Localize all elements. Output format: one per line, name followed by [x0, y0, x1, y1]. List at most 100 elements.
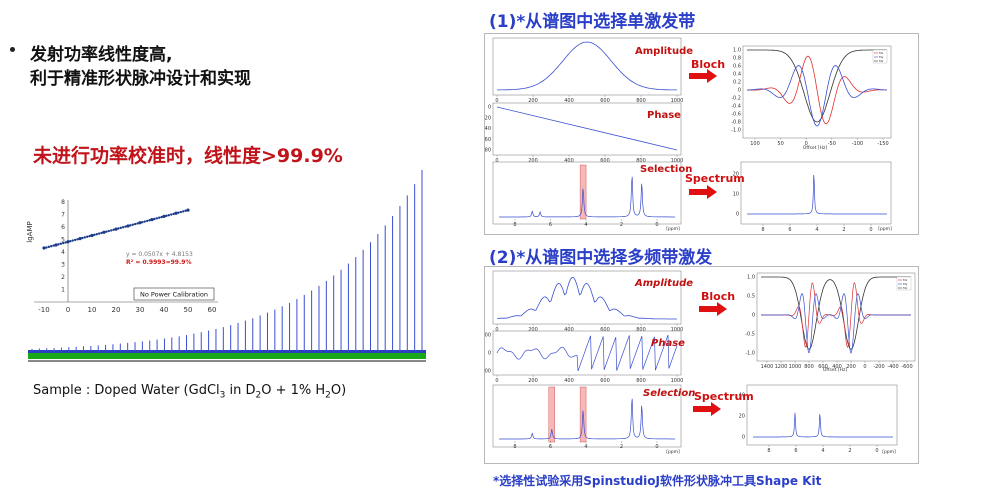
s1-spec-unit: [ppm]	[878, 226, 892, 232]
s1-ph-ytick-label: -40	[485, 126, 491, 132]
bullet-dot	[10, 47, 15, 52]
s2-bloch-arrow	[699, 302, 727, 316]
s2-bloch-ytick-label: -1.0	[745, 351, 755, 357]
inset-point	[174, 212, 178, 215]
s2-ph-xtick-label: 200	[528, 378, 538, 384]
s1-amp-xtick-label: 200	[528, 98, 538, 104]
s1-amp-xtick-label: 1000	[671, 98, 684, 104]
s1-bloch-legend-label: Mx	[879, 51, 884, 55]
s2-ph-xtick-label: 400	[564, 378, 574, 384]
linearity-chart: 1 2 3 4 5 6 7 8 -10 0 10 20 30 40 50 60 lgAMP y = 0.0507x…	[26, 170, 426, 362]
inset-point	[62, 241, 65, 245]
s1-sel-xtick-label: 0	[655, 222, 658, 228]
s2-bloch-frame	[756, 272, 916, 362]
inset-point	[141, 220, 144, 224]
s1-bloch-ytick-label: 0.4	[733, 72, 741, 78]
s1-sel-xtick-label: 6	[549, 222, 552, 228]
s2-selection-label: Selection	[643, 388, 696, 399]
s1-amplitude-label: Amplitude	[635, 46, 694, 57]
s1-spec-xtick-label: 8	[761, 227, 764, 233]
s2-amp-xtick-label: 600	[600, 327, 610, 333]
s1-bloch-xtick-label: 100	[750, 141, 760, 147]
inset-point	[158, 216, 161, 219]
s2-bloch-xtick-label: 200	[846, 364, 856, 370]
inset-point	[90, 234, 94, 237]
s2-sel-xtick-label: 2	[620, 444, 623, 450]
inset-point	[102, 231, 106, 234]
s2-selection-frame	[492, 384, 682, 448]
s1-bloch-xtick-label: 0	[805, 141, 808, 147]
s1-bloch-ytick-label: 0.6	[733, 64, 741, 70]
s1-bloch-ytick-label: 0	[738, 88, 741, 94]
inset-point	[69, 239, 72, 243]
s2-bloch-ytick-label: 0.5	[747, 294, 755, 300]
inset-point	[112, 228, 115, 231]
s2-selection-trace	[499, 398, 675, 440]
s1-bloch-ytick-label: 0.8	[733, 56, 741, 62]
s1-ph-ytick-label: -20	[485, 115, 491, 121]
inset-point	[184, 209, 187, 212]
inset-point	[146, 219, 149, 223]
inset-point	[98, 232, 101, 235]
s1-bloch-ytick-label: -0.4	[731, 104, 741, 110]
s1-ph-xtick-label: 0	[495, 158, 498, 164]
inset-point	[182, 210, 185, 213]
inset-point	[57, 243, 60, 246]
s1-bloch-xtick-label: -100	[852, 141, 863, 147]
s2-spectrum-arrow	[693, 402, 721, 416]
s1-amplitude-trace	[496, 41, 678, 91]
inset-point	[170, 213, 173, 216]
inset-point	[131, 223, 134, 226]
s2-bloch-ytick-label: -0.5	[745, 332, 755, 338]
spectrum-baseline-blue	[28, 350, 426, 353]
s2-bloch-label: Bloch	[701, 290, 736, 303]
s1-amp-xtick-label: 800	[636, 98, 646, 104]
inset-ytick-label: 2	[61, 274, 65, 281]
s1-spec-ytick-label: 10	[733, 192, 739, 198]
linearity-note: 未进行功率校准时，线性度>99.9%	[33, 145, 343, 167]
s2-bloch-xtick-label: -200	[873, 364, 884, 370]
section2-panel: 02004006008001000020040060080010001000-1…	[484, 266, 919, 464]
s2-spectrum-trace	[753, 412, 893, 438]
s1-amp-xtick-label: 600	[600, 98, 610, 104]
inset-point	[107, 229, 111, 233]
inset-r2: R² = 0.9993=99.9%	[126, 259, 191, 266]
s2-bloch-xtick-label: -400	[887, 364, 898, 370]
inset-point	[93, 233, 96, 237]
s2-spec-ytick-label: 0	[742, 435, 745, 441]
inset-point	[114, 227, 118, 231]
inset-point	[117, 227, 120, 230]
inset-point	[119, 226, 123, 230]
s1-bloch-ytick-label: 0.2	[733, 80, 741, 86]
inset-point	[179, 210, 182, 214]
inset-point	[66, 240, 70, 244]
inset-point	[138, 221, 142, 224]
s2-amp-xtick-label: 400	[564, 327, 574, 333]
inset-box	[133, 287, 215, 301]
s2-sel-xtick-label: 0	[655, 444, 658, 450]
s1-spec-ytick-label: 20	[733, 172, 739, 178]
inset-point	[52, 244, 55, 247]
s2-amplitude-trace	[496, 276, 677, 320]
s2-spec-unit: [ppm]	[882, 449, 896, 455]
section2-title: (2)*从谱图中选择多频带激发	[489, 248, 713, 268]
inset-xtick-label: 30	[136, 306, 145, 314]
inset-point	[83, 236, 86, 239]
s1-spectrum-trace	[747, 174, 887, 215]
s1-bloch-my	[747, 65, 887, 127]
calibration-inset: 1 2 3 4 5 6 7 8 -10 0 10 20 30 40 50 60 lgAMP y = 0.0507x…	[26, 194, 230, 324]
sample-prefix: Sample : Doped Water (GdCl	[33, 383, 220, 398]
s1-ph-xtick-label: 600	[600, 158, 610, 164]
s2-bloch-xtick-label: 0	[863, 364, 866, 370]
inset-xtick-label: 20	[112, 306, 121, 314]
s2-selection-band	[548, 386, 555, 443]
s2-bloch-mz	[761, 276, 911, 350]
s2-spec-xtick-label: 6	[794, 448, 797, 454]
sample-plus: O + 1% H	[261, 383, 326, 398]
s1-bloch-xlabel: Offset [Hz]	[803, 145, 827, 151]
inset-xtick-label: 60	[208, 306, 217, 314]
inset-ytick-label: 8	[61, 199, 65, 206]
s2-ph-xtick-label: 800	[636, 378, 646, 384]
s1-ph-ytick-label: -60	[485, 137, 491, 143]
s1-bloch-ytick-label: -0.2	[731, 96, 741, 102]
